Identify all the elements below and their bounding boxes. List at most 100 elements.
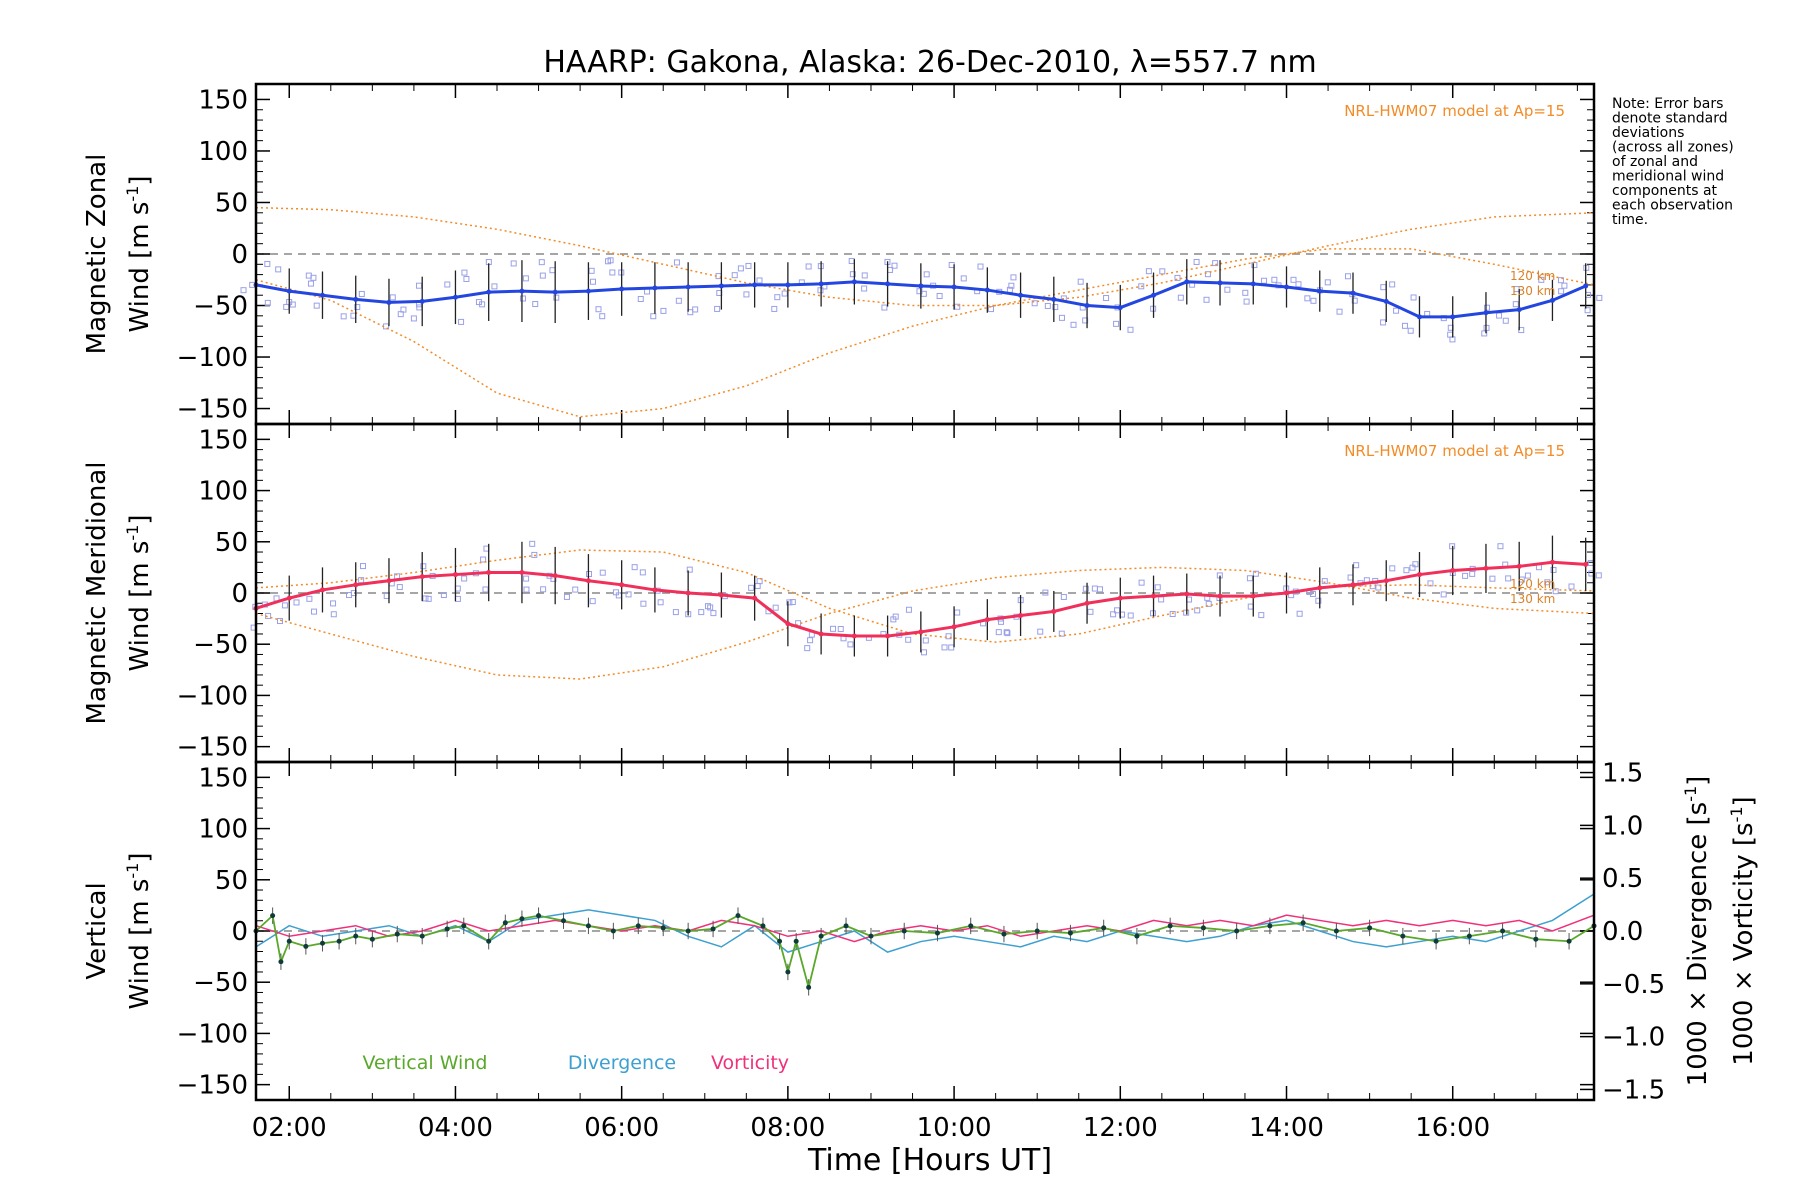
zone-point	[1497, 543, 1504, 550]
vertical-wind-point	[353, 933, 359, 939]
zone-point	[710, 610, 717, 617]
vertical-wind-point	[785, 969, 791, 975]
zone-point	[1174, 274, 1181, 281]
zone-point	[754, 582, 761, 589]
zone-point	[1309, 590, 1316, 597]
legend-vorticity: Vorticity	[711, 1052, 789, 1074]
zone-point	[1568, 583, 1575, 590]
zone-point	[881, 304, 888, 311]
zone-point	[1550, 566, 1557, 573]
zone-point	[954, 303, 961, 310]
mean-wind-point	[818, 281, 824, 287]
zone-point	[1271, 276, 1278, 283]
x-tick-label: 10:00	[917, 1113, 992, 1143]
y-tick-label: 100	[198, 815, 248, 845]
zone-point	[1169, 611, 1176, 618]
y-axis-label-line2: Wind [m s-1]	[123, 515, 155, 672]
zone-point	[1407, 327, 1414, 334]
zone-point	[905, 636, 912, 643]
y-axis-label-line2: Wind [m s-1]	[123, 176, 155, 333]
right-y-tick-label: −0.5	[1602, 970, 1665, 1000]
vertical-wind-point	[286, 938, 292, 944]
vorticity-line	[255, 914, 1595, 943]
vertical-wind-point	[585, 923, 591, 929]
vertical-wind-point	[1234, 928, 1240, 934]
zone-point	[1247, 603, 1254, 610]
zone-point	[482, 586, 489, 593]
y-tick-label: 150	[198, 425, 248, 455]
zone-point	[1351, 297, 1358, 304]
zone-point	[529, 540, 536, 547]
zone-point	[1353, 562, 1360, 569]
zone-point	[830, 625, 837, 632]
vertical-wind-point	[1500, 928, 1506, 934]
mean-wind-point	[1051, 296, 1057, 302]
zone-point	[781, 290, 788, 297]
zone-point	[1380, 284, 1387, 291]
zone-point	[1290, 276, 1297, 283]
zone-point	[1158, 596, 1165, 603]
zone-point	[540, 586, 547, 593]
vertical-wind-point	[1001, 931, 1007, 937]
zone-point	[748, 584, 755, 591]
zone-point	[1203, 296, 1210, 303]
mean-wind-point	[486, 570, 492, 576]
zone-point	[631, 564, 638, 571]
zone-point	[960, 275, 967, 282]
zone-point	[1557, 277, 1564, 284]
zone-point	[605, 258, 612, 265]
zone-point	[1154, 584, 1161, 591]
divergence-line	[255, 893, 1595, 953]
zone-point	[686, 566, 693, 573]
zone-point	[849, 271, 856, 278]
zone-point	[1595, 572, 1602, 579]
vertical-wind-point	[660, 925, 666, 931]
vertical-wind-point	[868, 933, 874, 939]
zone-point	[1031, 300, 1038, 307]
zone-point	[1552, 588, 1559, 595]
zone-point	[531, 551, 538, 558]
y-tick-label: 50	[215, 188, 248, 218]
mean-wind-point	[851, 279, 857, 285]
mean-wind-point	[1450, 314, 1456, 320]
mean-wind-point	[353, 582, 359, 588]
zone-point	[275, 266, 282, 273]
zone-point	[1138, 579, 1145, 586]
zone-point	[1403, 567, 1410, 574]
zone-point	[1058, 314, 1065, 321]
model-altitude-label: 120 km	[1510, 577, 1555, 591]
legend-divergence: Divergence	[568, 1052, 676, 1074]
zone-point	[1204, 271, 1211, 278]
zone-point	[1042, 589, 1049, 596]
mean-wind-point	[718, 283, 724, 289]
zone-point	[1114, 607, 1121, 614]
zone-point	[892, 613, 899, 620]
vertical-wind-point	[444, 926, 450, 932]
y-tick-label: 100	[198, 137, 248, 167]
zone-point	[1375, 584, 1382, 591]
zone-point	[1082, 585, 1089, 592]
vertical-wind-point	[1101, 925, 1107, 931]
mean-wind-point	[1516, 307, 1522, 313]
zone-point	[1127, 612, 1134, 619]
zone-point	[264, 299, 271, 306]
zone-point	[313, 302, 320, 309]
y-tick-label: −150	[177, 395, 248, 425]
right-y-tick-label: 0.0	[1602, 917, 1643, 947]
zone-point	[1052, 304, 1059, 311]
zone-point	[330, 600, 337, 607]
x-tick-label: 04:00	[418, 1113, 493, 1143]
y-tick-label: 100	[198, 477, 248, 507]
zone-point	[1389, 281, 1396, 288]
vertical-wind-point	[1333, 928, 1339, 934]
zone-point	[1070, 321, 1077, 328]
zone-point	[1489, 575, 1496, 582]
vertical-wind-point	[735, 913, 741, 919]
zone-point	[458, 318, 465, 325]
zone-point	[1060, 593, 1067, 600]
zone-point	[463, 275, 470, 282]
right-y-tick-label: 1.5	[1602, 759, 1643, 789]
zone-point	[1304, 295, 1311, 302]
zone-point	[948, 262, 955, 269]
zone-point	[360, 563, 367, 570]
